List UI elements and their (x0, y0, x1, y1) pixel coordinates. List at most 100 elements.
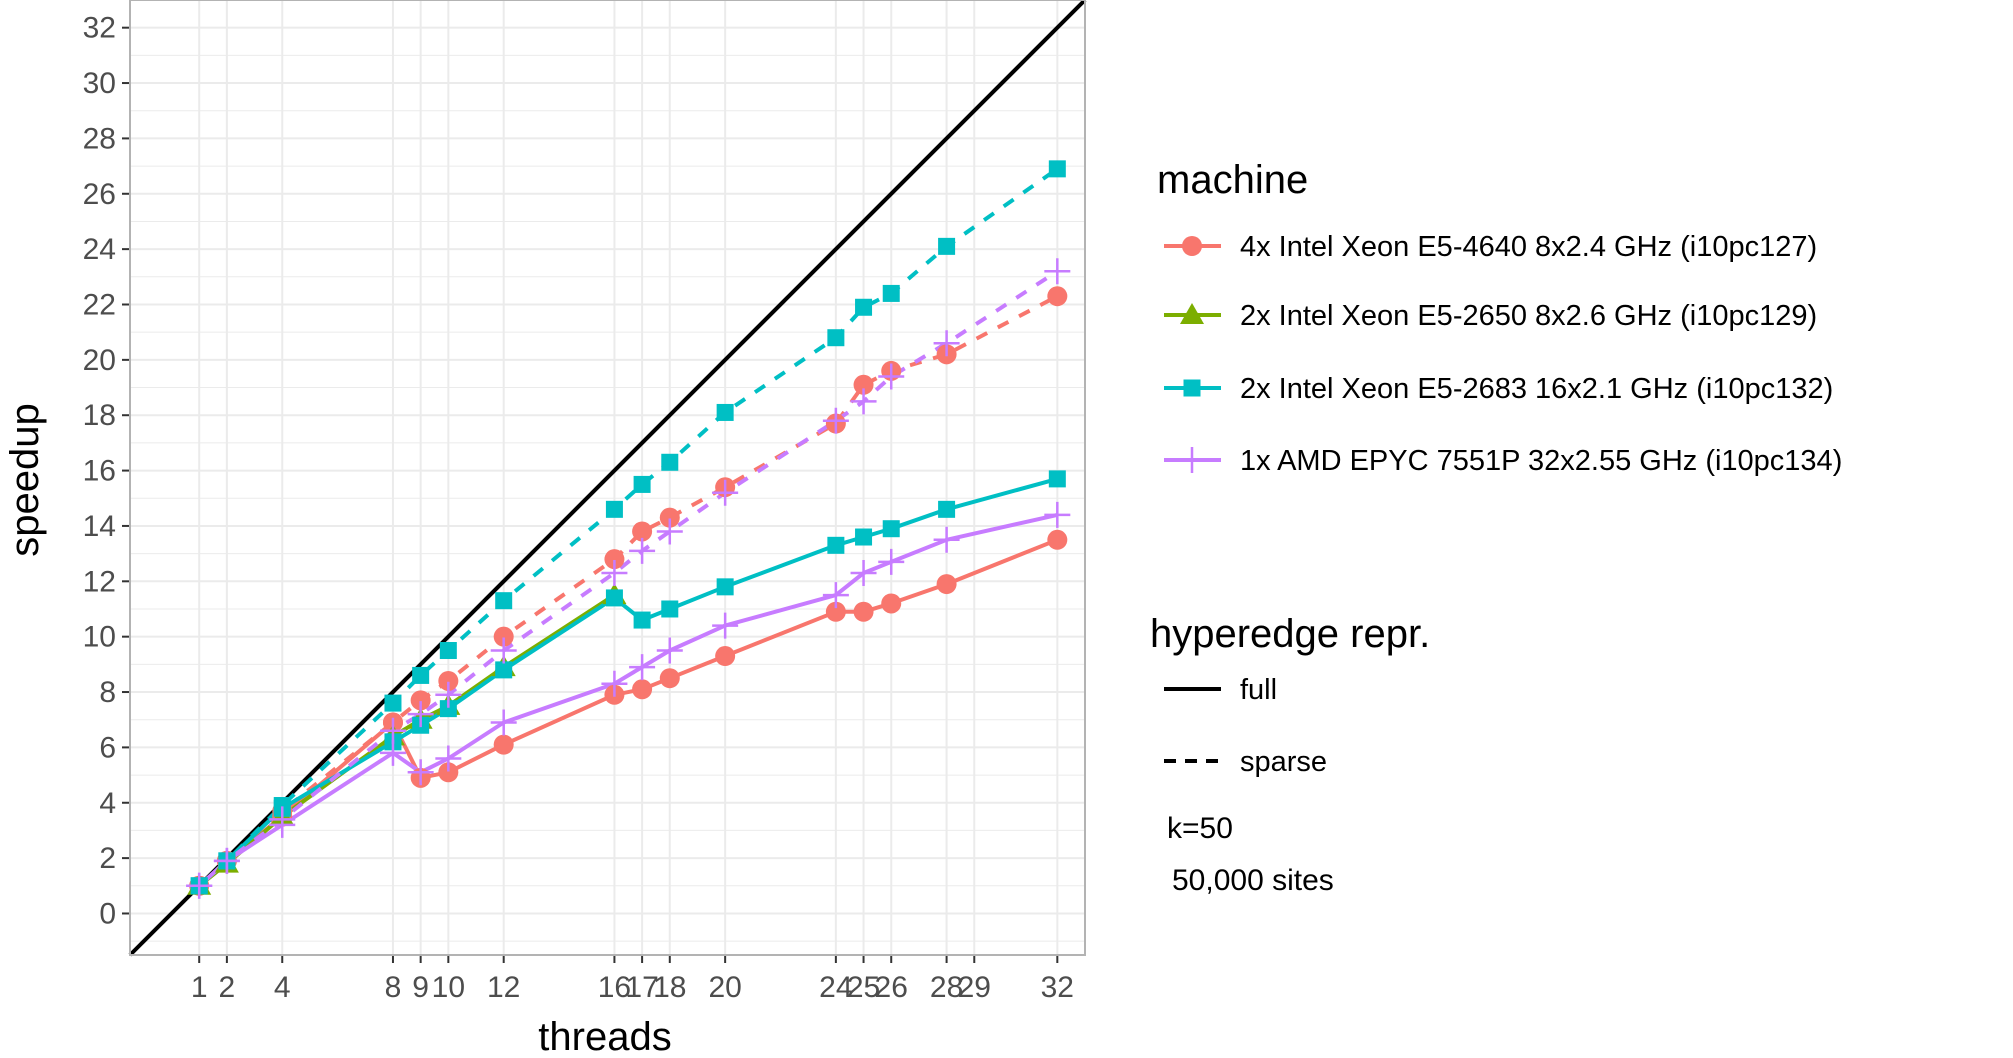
y-tick-label: 8 (99, 676, 116, 709)
data-point-square (827, 329, 845, 347)
data-point-plus (407, 701, 434, 728)
series-line-full-plus (197, 512, 1058, 888)
x-tick-label: 32 (1041, 971, 1074, 1004)
legend-machine-title: machine (1157, 158, 1308, 202)
legend-repr-title: hyperedge repr. (1150, 612, 1430, 656)
y-tick-label: 10 (83, 621, 116, 654)
y-axis-title: speedup (3, 403, 47, 556)
legend-key-plus-icon (1179, 447, 1205, 473)
data-point-square (633, 611, 651, 629)
y-tick-label: 0 (99, 897, 116, 930)
data-point-square (855, 528, 873, 546)
data-point-plus (186, 872, 213, 899)
y-tick-label: 12 (83, 565, 116, 598)
data-point-square (827, 536, 845, 554)
data-point-square (633, 475, 651, 493)
x-tick-label: 4 (274, 971, 291, 1004)
data-point-plus (822, 407, 849, 434)
data-point-circle (604, 549, 625, 570)
data-point-square (882, 520, 900, 538)
x-tick-label: 1 (191, 971, 208, 1004)
data-point-square (882, 284, 900, 302)
data-point-plus (712, 612, 739, 639)
data-point-circle (936, 574, 957, 595)
legend-repr-label: sparse (1240, 746, 1327, 778)
legend-repr-label: full (1240, 674, 1277, 706)
y-tick-label: 20 (83, 344, 116, 377)
legend-machine-label: 2x Intel Xeon E5-2683 16x2.1 GHz (i10pc1… (1240, 373, 1833, 405)
data-point-circle (632, 679, 653, 700)
x-tick-label: 2 (219, 971, 236, 1004)
x-tick-label: 29 (958, 971, 991, 1004)
data-point-square (605, 589, 623, 607)
data-point-square (439, 700, 457, 718)
legend-machine-label: 2x Intel Xeon E5-2650 8x2.6 GHz (i10pc12… (1240, 300, 1817, 332)
x-axis-title: threads (538, 1015, 671, 1058)
x-tick-label: 24 (819, 971, 852, 1004)
x-tick-label: 12 (487, 971, 520, 1004)
data-point-square (855, 298, 873, 316)
y-tick-label: 14 (83, 510, 116, 543)
legend-machine-label: 1x AMD EPYC 7551P 32x2.55 GHz (i10pc134) (1240, 445, 1842, 477)
x-tick-label: 26 (875, 971, 908, 1004)
data-point-circle (632, 521, 653, 542)
data-point-square (1048, 160, 1066, 178)
data-point-square (1048, 470, 1066, 488)
data-point-plus (379, 739, 406, 766)
data-point-square (661, 453, 679, 471)
y-tick-label: 2 (99, 842, 116, 875)
ideal-speedup-reference-line (128, 0, 1087, 957)
data-point-circle (659, 668, 680, 689)
series-line-sparse-plus (197, 269, 1059, 888)
annotation: k=50 50,000 sites (1167, 812, 1334, 897)
ideal-speedup-line (128, 0, 1087, 957)
data-point-plus (490, 709, 517, 736)
data-point-circle (853, 601, 874, 622)
data-point-plus (933, 526, 960, 553)
data-point-plus (822, 582, 849, 609)
data-point-circle (825, 601, 846, 622)
annotation-line: k=50 (1167, 812, 1233, 845)
x-tick-label: 17 (625, 971, 658, 1004)
data-point-plus (435, 681, 462, 708)
data-point-square (716, 578, 734, 596)
data-point-square (938, 237, 956, 255)
data-point-plus (656, 518, 683, 545)
y-tick-label: 32 (83, 12, 116, 45)
data-point-plus (490, 637, 517, 664)
data-point-circle (493, 626, 514, 647)
annotation-line: 50,000 sites (1172, 864, 1334, 897)
y-tick-label: 16 (83, 455, 116, 488)
data-point-circle (410, 690, 431, 711)
data-point-plus (629, 537, 656, 564)
x-tick-label: 18 (653, 971, 686, 1004)
data-point-plus (407, 759, 434, 786)
data-point-square (495, 592, 513, 610)
data-point-square (938, 500, 956, 518)
data-point-circle (493, 734, 514, 755)
data-point-plus (601, 670, 628, 697)
data-point-plus (933, 330, 960, 357)
x-tick-label: 28 (930, 971, 963, 1004)
data-point-plus (1044, 501, 1071, 528)
series-line-full-circle (197, 537, 1059, 888)
data-point-plus (1044, 258, 1071, 285)
legend-machine-label: 4x Intel Xeon E5-4640 8x2.4 GHz (i10pc12… (1240, 231, 1817, 263)
data-point-plus (213, 847, 240, 874)
y-tick-label: 18 (83, 399, 116, 432)
y-tick-label: 24 (83, 233, 116, 266)
y-tick-label: 4 (99, 787, 116, 820)
data-point-plus (850, 388, 877, 415)
data-point-square (439, 642, 457, 660)
data-point-square (273, 797, 291, 815)
y-tick-label: 28 (83, 122, 116, 155)
data-point-circle (1047, 286, 1068, 307)
data-point-plus (878, 363, 905, 390)
series-line-sparse-square (197, 167, 1059, 888)
y-tick-label: 22 (83, 288, 116, 321)
data-point-plus (435, 745, 462, 772)
data-point-square (605, 500, 623, 518)
